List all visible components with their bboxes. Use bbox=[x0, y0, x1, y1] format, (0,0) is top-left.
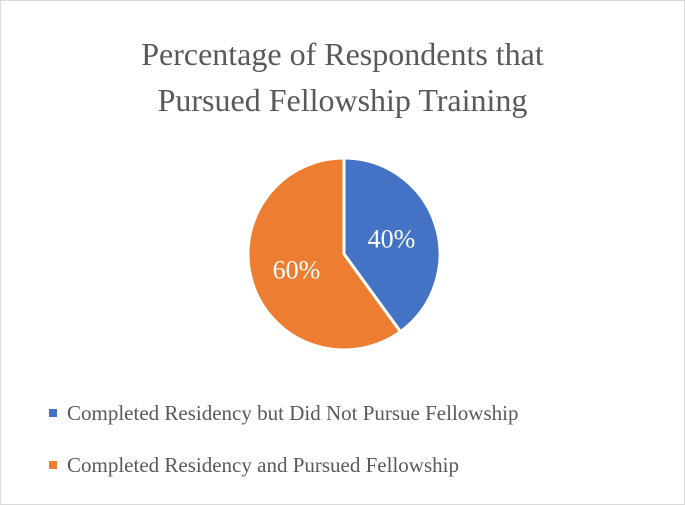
legend-swatch-pursued bbox=[49, 461, 57, 469]
chart-title-line-1: Percentage of Respondents that bbox=[141, 36, 544, 72]
legend-label-pursued: Completed Residency and Pursued Fellowsh… bbox=[67, 453, 459, 477]
legend-swatch-did-not-pursue bbox=[49, 409, 57, 417]
pie-slice-did-not-pursue bbox=[342, 156, 442, 334]
pie-label-did-not-pursue: 40% bbox=[368, 225, 416, 254]
pie-label-pursued: 60% bbox=[273, 255, 321, 284]
chart-title-line-2: Pursued Fellowship Training bbox=[157, 82, 528, 118]
pie-slice-pursued bbox=[246, 156, 402, 352]
legend-label-did-not-pursue: Completed Residency but Did Not Pursue F… bbox=[67, 401, 519, 425]
chart-title: Percentage of Respondents that Pursued F… bbox=[1, 31, 684, 123]
